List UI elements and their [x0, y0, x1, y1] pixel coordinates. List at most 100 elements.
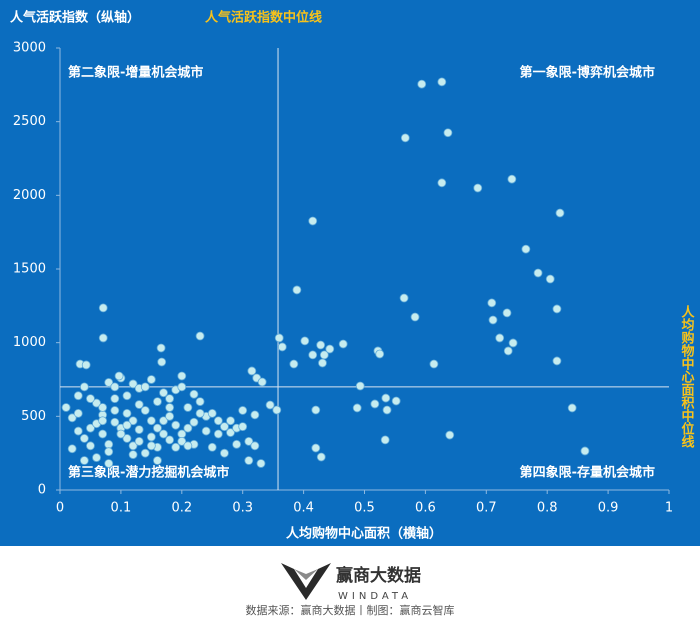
point [165, 403, 175, 412]
point [232, 439, 242, 449]
point [429, 359, 439, 369]
point [352, 403, 362, 413]
point [122, 391, 132, 401]
point [128, 416, 138, 426]
point [128, 450, 138, 460]
point [98, 416, 108, 426]
point [195, 397, 205, 407]
point [128, 379, 138, 389]
point [238, 406, 248, 415]
quadrant-label: 第一象限-博弈机会城市 [520, 65, 655, 81]
point [92, 453, 101, 462]
point [177, 436, 187, 446]
quadrant-label: 第二象限-增量机会城市 [68, 65, 203, 81]
point [189, 389, 199, 399]
point [177, 371, 187, 381]
point [79, 434, 89, 443]
point [495, 333, 505, 343]
y-tick-label: 1500 [13, 262, 46, 277]
point [114, 371, 124, 381]
quadrant-label: 第三象限-潜力挖掘机会城市 [68, 465, 229, 481]
point [257, 377, 267, 387]
point [86, 423, 95, 433]
point [165, 435, 175, 445]
point [226, 416, 235, 426]
logo-icon [294, 569, 318, 580]
x-tick-label: 0.2 [171, 501, 192, 516]
point [110, 406, 120, 415]
x-tick-label: 1 [665, 501, 673, 516]
point [380, 435, 390, 445]
y-median-label: 人气活跃指数中位线 [205, 10, 322, 26]
y-tick-label: 2000 [13, 188, 46, 203]
quadrant-label: 第四象限-存量机会城市 [520, 465, 655, 481]
point [220, 448, 229, 458]
point [567, 403, 577, 413]
point [165, 394, 175, 404]
point [289, 359, 299, 369]
point [73, 408, 83, 418]
point [325, 344, 335, 354]
point [226, 428, 235, 437]
point [375, 349, 385, 359]
point [177, 382, 187, 392]
x-tick-label: 0.7 [476, 501, 497, 516]
point [153, 423, 162, 433]
point [552, 356, 562, 366]
point [316, 452, 326, 462]
point [355, 381, 365, 391]
point [195, 408, 205, 418]
point [73, 391, 83, 401]
x-axis-title: 人均购物中心面积（横轴） [286, 526, 442, 542]
point [61, 403, 71, 412]
point [507, 174, 517, 184]
x-tick-label: 0.1 [111, 501, 132, 516]
point [316, 340, 326, 350]
point [207, 442, 217, 452]
point [445, 430, 455, 440]
point [555, 208, 565, 218]
point [503, 346, 513, 356]
point [244, 456, 254, 465]
point [98, 429, 108, 439]
point [140, 406, 150, 415]
point [153, 456, 162, 465]
logo: 赢商大数据 WINDATA [281, 563, 421, 602]
point [122, 408, 132, 418]
point [508, 338, 518, 348]
point [157, 357, 167, 367]
source-note: 数据来源：赢商大数据丨制图：赢商云智库 [246, 603, 455, 617]
point [250, 441, 260, 451]
point [308, 216, 318, 226]
x-median-label: 人均购物中心面积中位线 [679, 304, 695, 449]
y-tick-label: 2500 [13, 114, 46, 129]
point [311, 405, 321, 415]
point [104, 459, 114, 468]
point [488, 315, 498, 325]
y-tick-label: 500 [21, 409, 46, 424]
point [274, 333, 284, 343]
point [116, 429, 126, 439]
x-tick-label: 0.3 [232, 501, 253, 516]
point [201, 426, 211, 436]
point [238, 422, 248, 432]
point [487, 298, 497, 308]
point [110, 394, 120, 404]
point [189, 417, 199, 427]
point [183, 403, 193, 412]
point [195, 331, 205, 341]
point [533, 268, 543, 278]
point [338, 339, 348, 349]
point [128, 441, 138, 451]
point [110, 382, 120, 392]
y-tick-label: 0 [38, 483, 46, 498]
point [300, 336, 310, 346]
point [580, 446, 590, 456]
point [256, 459, 266, 468]
point [213, 416, 223, 426]
point [146, 416, 156, 426]
point [159, 416, 168, 426]
point [443, 128, 453, 138]
point [473, 183, 483, 193]
